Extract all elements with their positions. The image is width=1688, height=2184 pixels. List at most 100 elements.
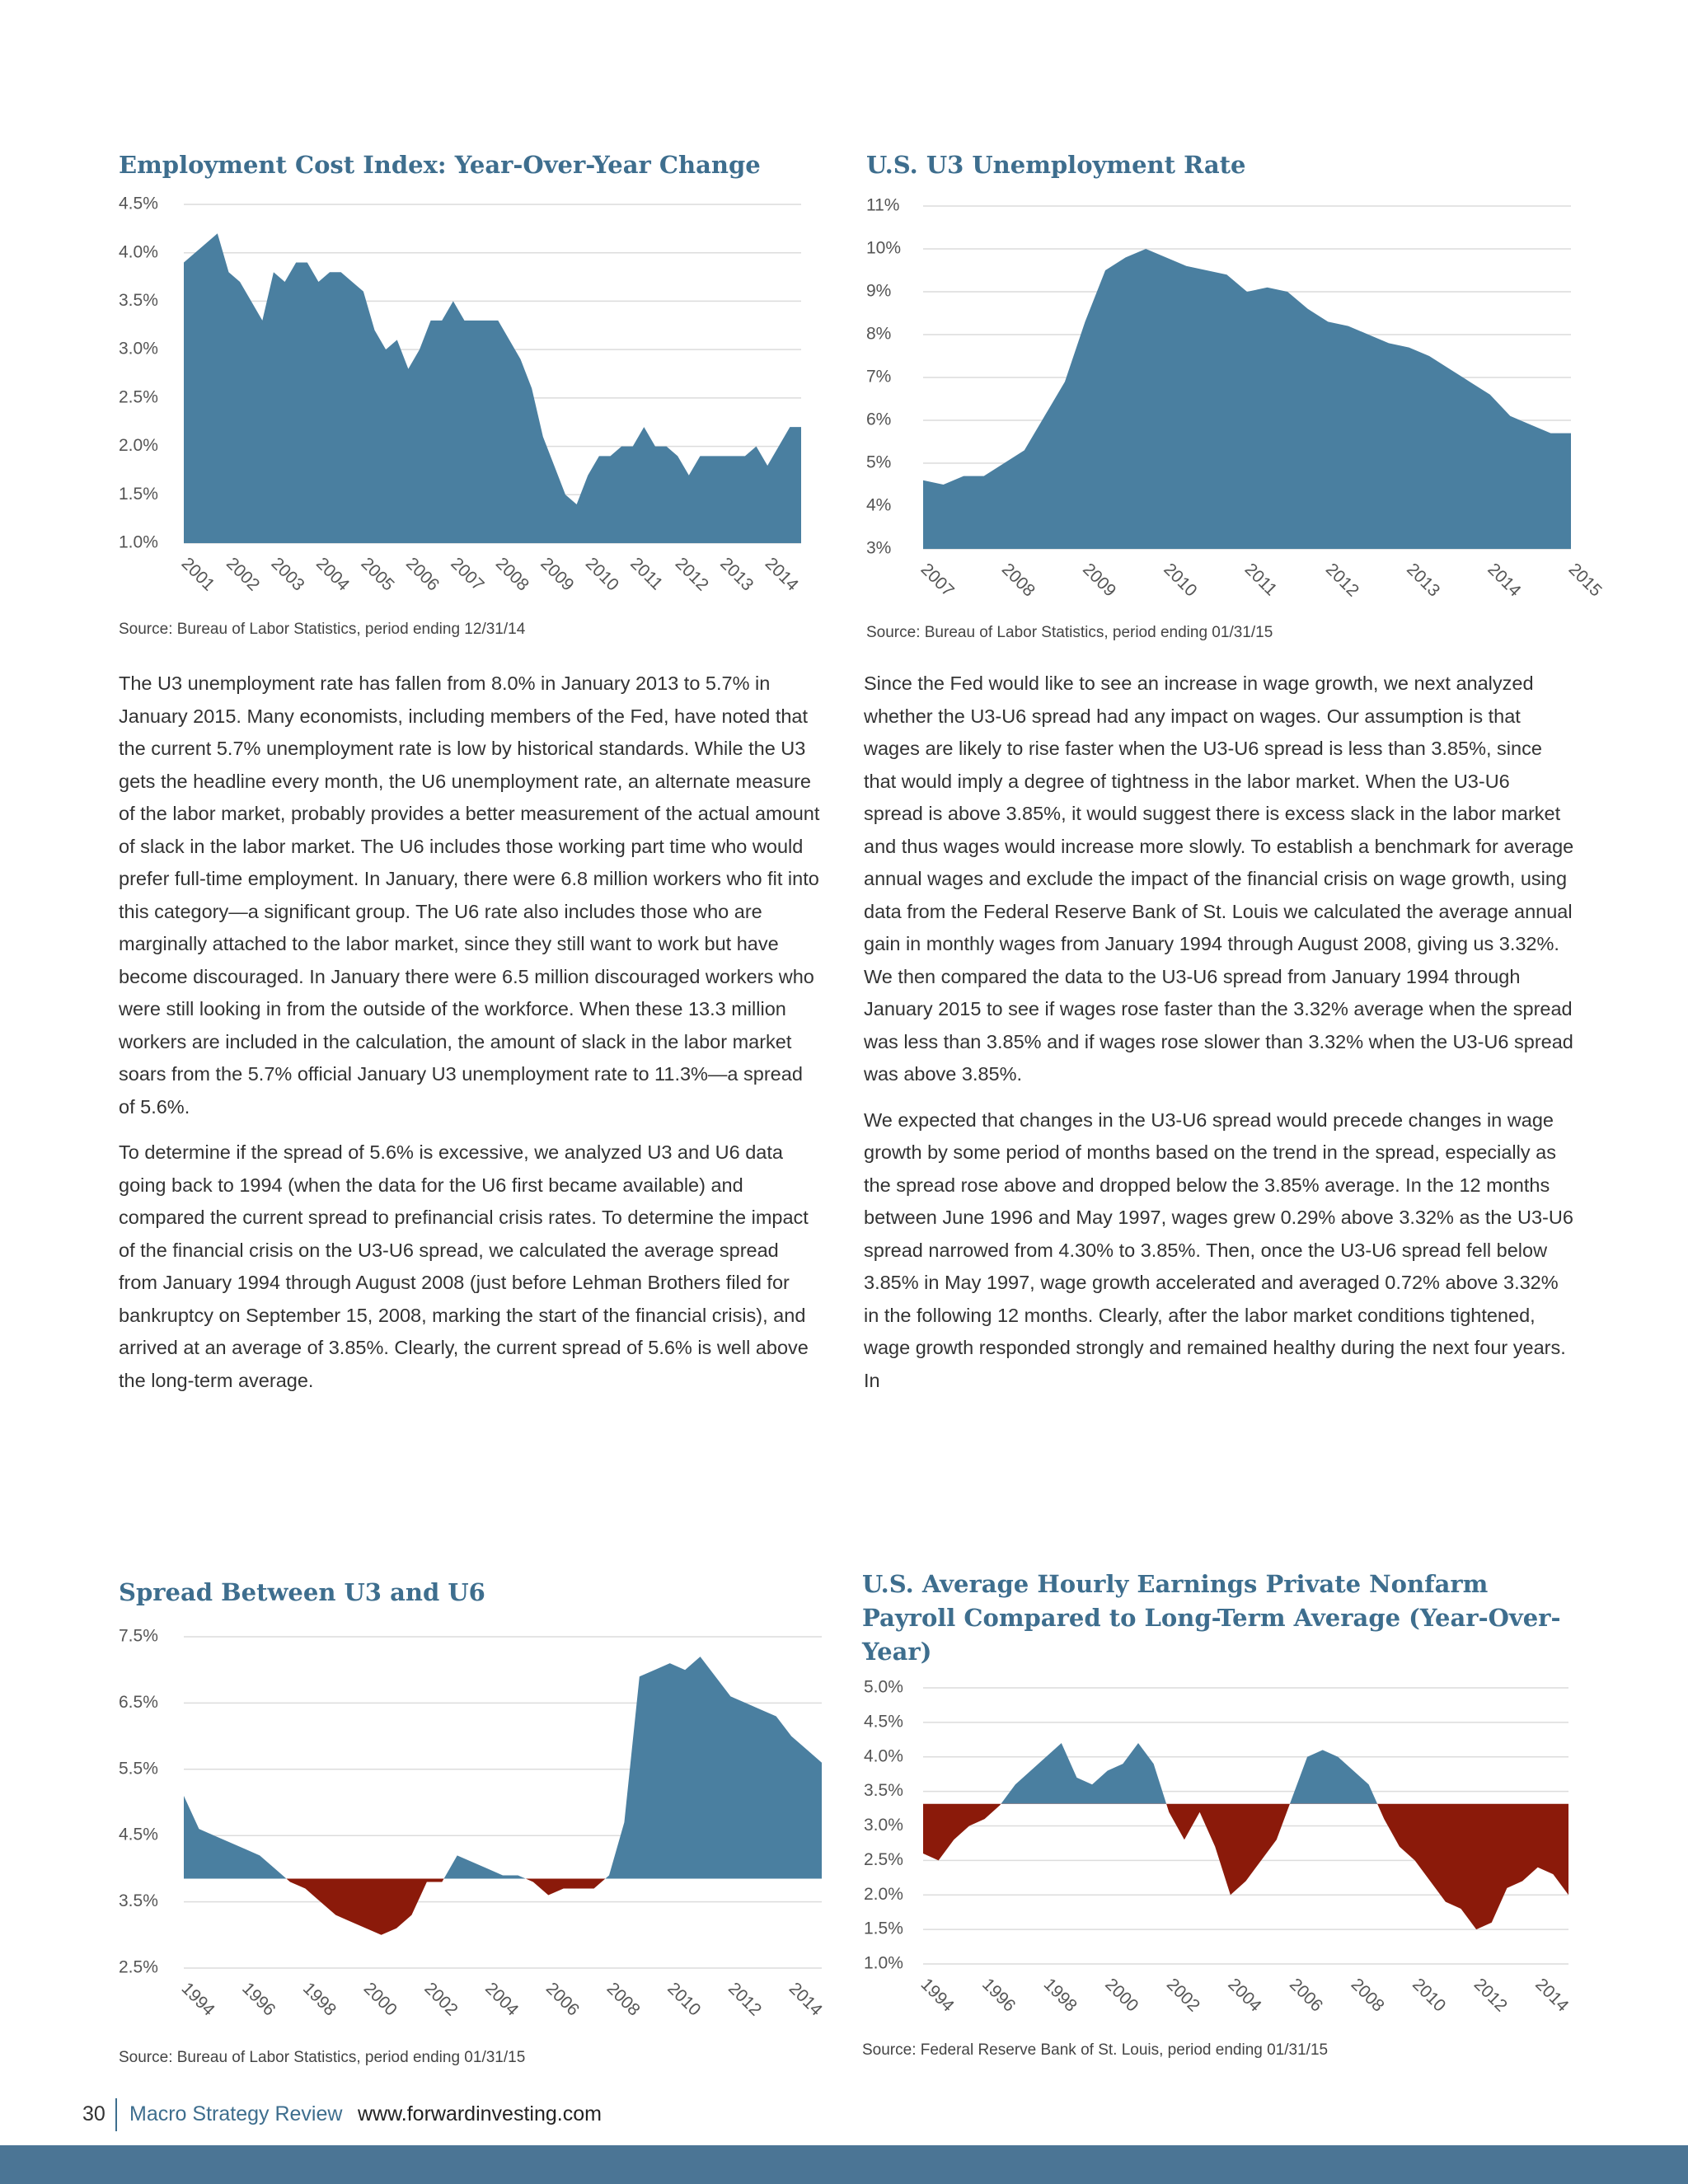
chart-title: U.S. Average Hourly Earnings Private Non… bbox=[862, 1570, 1561, 1666]
left-column: The U3 unemployment rate has fallen from… bbox=[119, 668, 821, 1410]
x-tick-label: 1996 bbox=[978, 1975, 1019, 2015]
x-tick-label: 2008 bbox=[603, 1979, 644, 2019]
y-tick-label: 4.5% bbox=[119, 194, 158, 213]
y-tick-label: 2.5% bbox=[119, 1958, 158, 1977]
x-tick-label: 2011 bbox=[626, 554, 666, 593]
y-tick-label: 7.5% bbox=[119, 1627, 158, 1646]
chart-source: Source: Bureau of Labor Statistics, peri… bbox=[119, 2049, 526, 2066]
paragraph: To determine if the spread of 5.6% is ex… bbox=[119, 1141, 809, 1391]
x-tick-label: 1994 bbox=[917, 1975, 959, 2016]
area bbox=[184, 1657, 822, 1935]
paragraph: We expected that changes in the U3-U6 sp… bbox=[864, 1108, 1573, 1391]
x-tick-label: 2000 bbox=[360, 1979, 401, 2019]
y-tick-label: 9% bbox=[866, 282, 891, 301]
y-tick-label: 2.5% bbox=[119, 387, 158, 406]
page-number: 30 bbox=[82, 2102, 106, 2125]
x-tick-label: 2010 bbox=[582, 554, 622, 594]
y-tick-label: 1.5% bbox=[119, 485, 158, 504]
y-tick-label: 3.5% bbox=[119, 1891, 158, 1910]
x-tick-label: 2008 bbox=[492, 554, 532, 594]
x-tick-label: 2011 bbox=[1241, 560, 1281, 599]
right-column: Since the Fed would like to see an incre… bbox=[864, 668, 1574, 1410]
y-tick-label: 1.5% bbox=[864, 1919, 903, 1938]
x-tick-label: 2013 bbox=[716, 554, 757, 594]
x-tick-label: 2014 bbox=[762, 554, 803, 595]
chart-source: Source: Federal Reserve Bank of St. Loui… bbox=[862, 2041, 1329, 2059]
area bbox=[923, 249, 1571, 549]
chart-title: Spread Between U3 and U6 bbox=[119, 1578, 485, 1606]
x-tick-label: 2014 bbox=[785, 1979, 827, 2020]
x-tick-label: 2007 bbox=[447, 554, 487, 594]
y-tick-label: 11% bbox=[866, 196, 899, 215]
x-tick-label: 2013 bbox=[1403, 560, 1443, 600]
x-tick-label: 2004 bbox=[1224, 1975, 1265, 2016]
x-tick-label: 2015 bbox=[1565, 560, 1606, 600]
url[interactable]: www.forwardinvesting.com bbox=[358, 2102, 602, 2125]
chart-title: U.S. U3 Unemployment Rate bbox=[866, 151, 1246, 179]
x-tick-label: 1998 bbox=[299, 1979, 340, 2019]
x-tick-label: 2012 bbox=[672, 554, 712, 594]
paragraph: Since the Fed would like to see an incre… bbox=[864, 673, 1574, 1085]
x-tick-label: 2010 bbox=[663, 1979, 704, 2019]
x-tick-label: 1998 bbox=[1040, 1975, 1081, 2015]
y-tick-label: 10% bbox=[866, 239, 901, 258]
x-tick-label: 2006 bbox=[542, 1979, 583, 2019]
y-tick-label: 3.0% bbox=[119, 340, 158, 359]
y-tick-label: 3% bbox=[866, 539, 891, 558]
x-tick-label: 2008 bbox=[998, 560, 1039, 600]
footer-band bbox=[0, 2145, 1688, 2184]
x-tick-label: 2002 bbox=[1163, 1975, 1203, 2015]
y-tick-label: 6.5% bbox=[119, 1693, 158, 1712]
x-tick-label: 2002 bbox=[223, 554, 263, 594]
x-tick-label: 2003 bbox=[267, 554, 307, 594]
y-tick-label: 4.5% bbox=[119, 1825, 158, 1844]
x-tick-label: 2008 bbox=[1348, 1975, 1388, 2015]
x-tick-label: 1996 bbox=[238, 1979, 279, 2019]
y-tick-label: 3.0% bbox=[864, 1816, 903, 1835]
y-tick-label: 2.5% bbox=[864, 1850, 903, 1869]
y-tick-label: 2.0% bbox=[864, 1885, 903, 1904]
x-tick-label: 2005 bbox=[357, 554, 397, 594]
x-tick-label: 2006 bbox=[1286, 1975, 1326, 2015]
footer-divider bbox=[115, 2098, 117, 2131]
x-tick-label: 2009 bbox=[537, 554, 577, 594]
y-tick-label: 3.5% bbox=[119, 291, 158, 310]
x-tick-label: 2012 bbox=[1322, 560, 1362, 600]
y-tick-label: 8% bbox=[866, 325, 891, 344]
area bbox=[184, 233, 801, 543]
y-tick-label: 7% bbox=[866, 368, 891, 387]
chart-title: Employment Cost Index: Year-Over-Year Ch… bbox=[119, 151, 761, 179]
x-tick-label: 2007 bbox=[917, 560, 958, 600]
x-tick-label: 2014 bbox=[1531, 1975, 1573, 2016]
x-tick-label: 2006 bbox=[402, 554, 443, 594]
y-tick-label: 4.0% bbox=[864, 1746, 903, 1765]
area bbox=[923, 1743, 1568, 1930]
chart-source: Source: Bureau of Labor Statistics, peri… bbox=[866, 624, 1273, 641]
y-tick-label: 4.0% bbox=[119, 242, 158, 261]
x-tick-label: 2001 bbox=[178, 554, 218, 594]
x-tick-label: 2010 bbox=[1409, 1975, 1449, 2015]
x-tick-label: 2009 bbox=[1079, 560, 1119, 600]
publication: Macro Strategy Review bbox=[129, 2102, 343, 2125]
x-tick-label: 2010 bbox=[1160, 560, 1200, 600]
y-tick-label: 4% bbox=[866, 496, 891, 515]
y-tick-label: 4.5% bbox=[864, 1712, 903, 1731]
y-tick-label: 1.0% bbox=[864, 1954, 903, 1973]
paragraph: The U3 unemployment rate has fallen from… bbox=[119, 673, 820, 1118]
chart-source: Source: Bureau of Labor Statistics, peri… bbox=[119, 621, 526, 638]
y-tick-label: 1.0% bbox=[119, 533, 158, 552]
y-tick-label: 6% bbox=[866, 410, 891, 429]
x-tick-label: 2000 bbox=[1101, 1975, 1142, 2015]
x-tick-label: 2004 bbox=[312, 554, 354, 595]
y-tick-label: 5.5% bbox=[119, 1759, 158, 1778]
x-tick-label: 1994 bbox=[178, 1979, 219, 2020]
y-tick-label: 5% bbox=[866, 453, 891, 472]
x-tick-label: 2012 bbox=[1470, 1975, 1511, 2015]
x-tick-label: 2004 bbox=[481, 1979, 523, 2020]
y-tick-label: 3.5% bbox=[864, 1781, 903, 1800]
x-tick-label: 2014 bbox=[1484, 560, 1525, 601]
y-tick-label: 2.0% bbox=[119, 436, 158, 455]
